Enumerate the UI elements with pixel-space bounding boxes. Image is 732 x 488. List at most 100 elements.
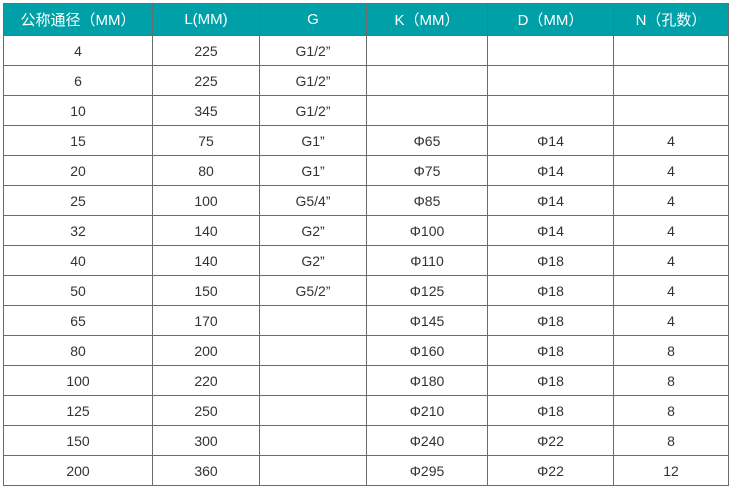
header-row: 公称通径（MM） L(MM) G K（MM） D（MM） N（孔数） — [3, 3, 729, 36]
table-cell: Φ295 — [366, 455, 488, 486]
table-cell: G5/4” — [259, 185, 367, 216]
table-cell: 4 — [613, 215, 729, 246]
table-cell: 250 — [152, 395, 260, 426]
table-row: 80 200 Φ160 Φ18 8 — [3, 335, 729, 366]
table-row: 10 345 G1/2” — [3, 95, 729, 126]
table-cell: 220 — [152, 365, 260, 396]
table-cell: G1” — [259, 125, 367, 156]
table-cell: 8 — [613, 395, 729, 426]
table-cell: Φ18 — [487, 275, 614, 306]
table-row: 150 300 Φ240 Φ22 8 — [3, 425, 729, 456]
table-cell: Φ22 — [487, 425, 614, 456]
table-row: 50 150 G5/2” Φ125 Φ18 4 — [3, 275, 729, 306]
table-cell — [259, 455, 367, 486]
table-cell — [613, 95, 729, 126]
table-cell: 225 — [152, 65, 260, 96]
table-cell — [259, 425, 367, 456]
table-row: 200 360 Φ295 Φ22 12 — [3, 455, 729, 486]
table-cell: 4 — [613, 125, 729, 156]
table-cell: 225 — [152, 35, 260, 66]
table-cell — [613, 65, 729, 96]
table-row: 15 75 G1” Φ65 Φ14 4 — [3, 125, 729, 156]
spec-table: 公称通径（MM） L(MM) G K（MM） D（MM） N（孔数） 4 225 G1/2” 6… — [3, 3, 729, 486]
table-cell: Φ160 — [366, 335, 488, 366]
table-cell: 75 — [152, 125, 260, 156]
table-cell: 12 — [613, 455, 729, 486]
table-row: 125 250 Φ210 Φ18 8 — [3, 395, 729, 426]
table-cell: 20 — [3, 155, 153, 186]
table-cell: Φ22 — [487, 455, 614, 486]
table-cell: 8 — [613, 365, 729, 396]
table-cell: Φ18 — [487, 245, 614, 276]
table-cell: 4 — [613, 275, 729, 306]
table-cell — [259, 305, 367, 336]
table-cell: G2” — [259, 245, 367, 276]
table-cell — [487, 65, 614, 96]
table-cell: G1/2” — [259, 65, 367, 96]
table-cell: Φ110 — [366, 245, 488, 276]
table-row: 32 140 G2” Φ100 Φ14 4 — [3, 215, 729, 246]
table-cell: Φ14 — [487, 125, 614, 156]
table-cell — [259, 335, 367, 366]
table-cell: 140 — [152, 245, 260, 276]
table-cell: 360 — [152, 455, 260, 486]
table-row: 100 220 Φ180 Φ18 8 — [3, 365, 729, 396]
table-cell: Φ18 — [487, 395, 614, 426]
table-cell: 50 — [3, 275, 153, 306]
table-cell: Φ100 — [366, 215, 488, 246]
table-cell: Φ18 — [487, 335, 614, 366]
table-row: 65 170 Φ145 Φ18 4 — [3, 305, 729, 336]
table-cell: Φ210 — [366, 395, 488, 426]
table-cell: 80 — [3, 335, 153, 366]
table-cell: Φ125 — [366, 275, 488, 306]
column-header: G — [259, 3, 367, 36]
column-header: 公称通径（MM） — [3, 3, 153, 36]
table-cell: 4 — [613, 155, 729, 186]
table-cell: 6 — [3, 65, 153, 96]
table-cell — [487, 35, 614, 66]
table-row: 6 225 G1/2” — [3, 65, 729, 96]
table-cell: G1/2” — [259, 95, 367, 126]
table-cell — [366, 35, 488, 66]
table-cell: Φ75 — [366, 155, 488, 186]
table-cell: G1/2” — [259, 35, 367, 66]
table-cell — [366, 65, 488, 96]
table-cell: 4 — [613, 305, 729, 336]
table-cell: 100 — [3, 365, 153, 396]
table-cell: 80 — [152, 155, 260, 186]
table-cell: 170 — [152, 305, 260, 336]
table-cell — [259, 365, 367, 396]
table-cell: 40 — [3, 245, 153, 276]
table-cell: Φ18 — [487, 365, 614, 396]
table-cell: Φ180 — [366, 365, 488, 396]
table-cell — [613, 35, 729, 66]
table-cell: Φ65 — [366, 125, 488, 156]
table-cell: 125 — [3, 395, 153, 426]
table-cell: 140 — [152, 215, 260, 246]
table-cell — [366, 95, 488, 126]
table-cell — [487, 95, 614, 126]
table-cell: 4 — [613, 185, 729, 216]
column-header: L(MM) — [152, 3, 260, 36]
table-cell: 100 — [152, 185, 260, 216]
table-cell: 150 — [3, 425, 153, 456]
table-cell: 65 — [3, 305, 153, 336]
table-cell: 8 — [613, 425, 729, 456]
table-cell: 32 — [3, 215, 153, 246]
table-cell: 10 — [3, 95, 153, 126]
table-cell: G5/2” — [259, 275, 367, 306]
table-cell: Φ18 — [487, 305, 614, 336]
table-row: 4 225 G1/2” — [3, 35, 729, 66]
table-cell: Φ145 — [366, 305, 488, 336]
table-cell: G1” — [259, 155, 367, 186]
table-row: 25 100 G5/4” Φ85 Φ14 4 — [3, 185, 729, 216]
column-header: N（孔数） — [613, 3, 729, 36]
table-cell: 200 — [3, 455, 153, 486]
table-row: 20 80 G1” Φ75 Φ14 4 — [3, 155, 729, 186]
table-cell: 200 — [152, 335, 260, 366]
table-cell: G2” — [259, 215, 367, 246]
table-cell: 15 — [3, 125, 153, 156]
table-cell: 345 — [152, 95, 260, 126]
table-cell: 4 — [613, 245, 729, 276]
table-row: 40 140 G2” Φ110 Φ18 4 — [3, 245, 729, 276]
